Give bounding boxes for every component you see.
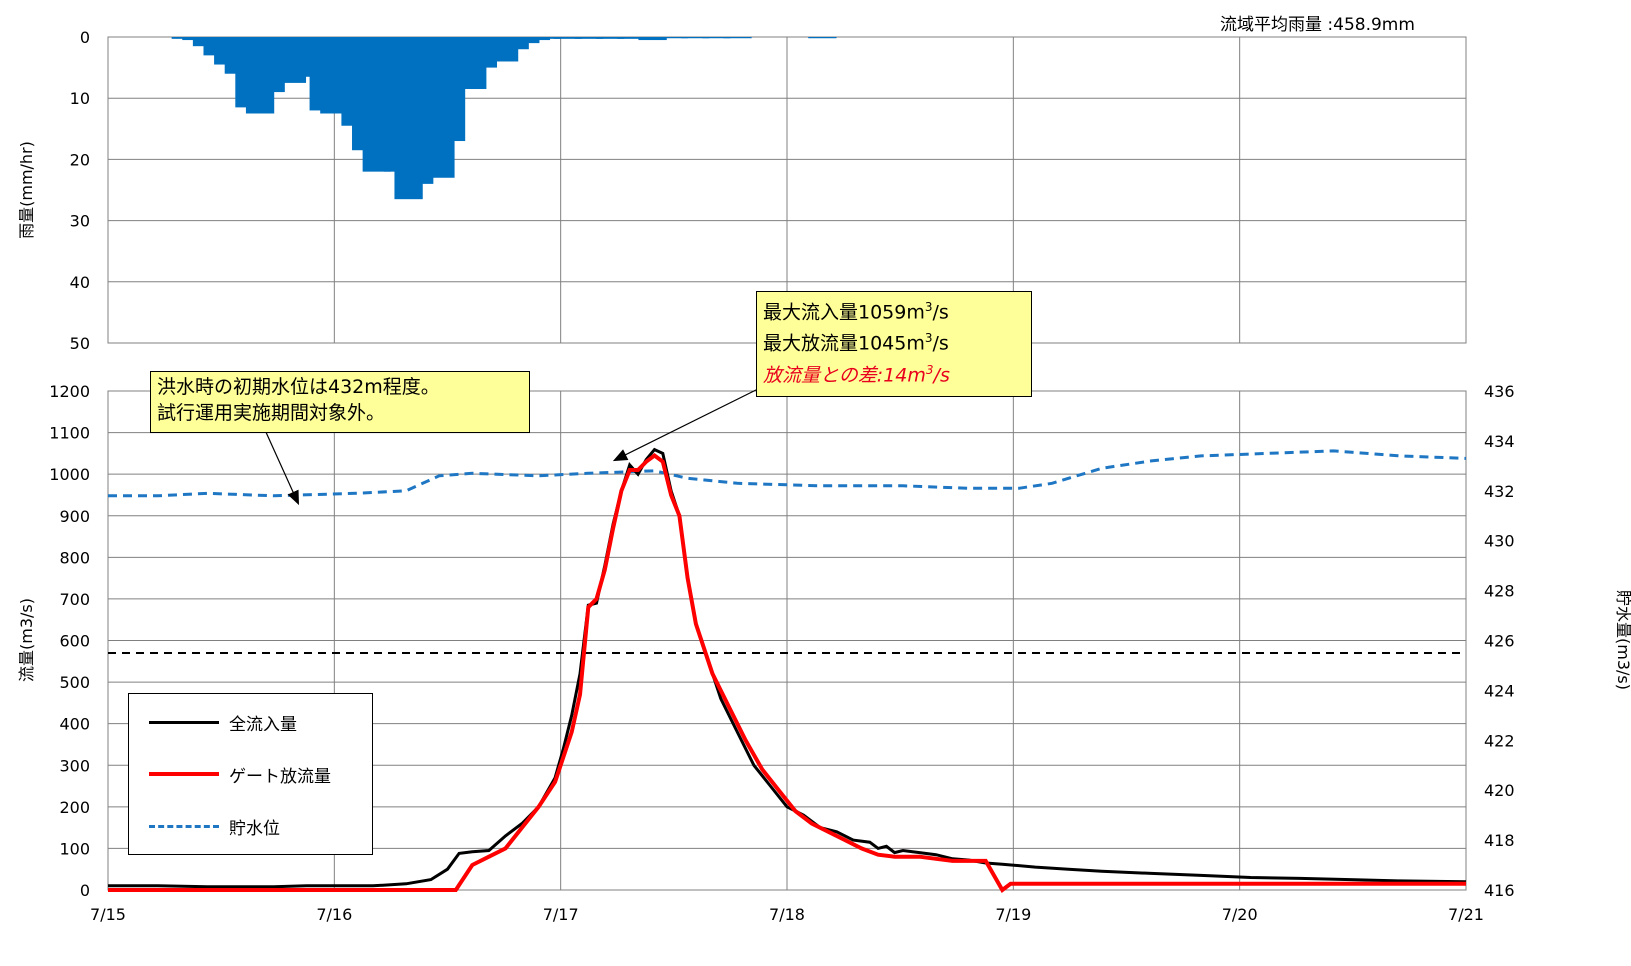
- rain-bar: [553, 37, 582, 39]
- peak-note-line1: 最大流入量1059m3/s: [763, 300, 949, 324]
- storage-tick-label: 428: [1484, 582, 1515, 601]
- rain-tick-label: 30: [70, 212, 90, 231]
- x-tick-label: 7/17: [543, 905, 579, 924]
- flow-tick-label: 700: [59, 590, 90, 609]
- legend-label-outflow: ゲート放流量: [229, 766, 331, 787]
- flow-tick-label: 1200: [49, 382, 90, 401]
- storage-axis-title: 貯水量(m3/s): [1614, 590, 1631, 690]
- rain-tick-label: 0: [80, 28, 90, 47]
- x-tick-label: 7/15: [90, 905, 126, 924]
- rain-bar: [574, 37, 604, 39]
- rain-bar: [680, 37, 710, 39]
- x-tick-label: 7/20: [1222, 905, 1258, 924]
- rain-total-label: 流域平均雨量 :458.9mm: [1220, 15, 1415, 35]
- rain-bar: [596, 37, 625, 39]
- flow-tick-label: 1000: [49, 465, 90, 484]
- rain-bar: [702, 37, 731, 39]
- flow-tick-label: 200: [59, 798, 90, 817]
- flow-tick-label: 600: [59, 632, 90, 651]
- rain-bar: [638, 37, 667, 41]
- rain-bar: [532, 37, 561, 39]
- flow-tick-label: 800: [59, 548, 90, 567]
- rain-tick-label: 20: [70, 150, 90, 169]
- rain-bar: [808, 37, 837, 39]
- flow-tick-label: 100: [59, 839, 90, 858]
- flow-tick-label: 300: [59, 756, 90, 775]
- flow-tick-label: 900: [59, 507, 90, 526]
- x-tick-label: 7/19: [995, 905, 1031, 924]
- storage-tick-label: 420: [1484, 781, 1515, 800]
- storage-tick-label: 436: [1484, 382, 1515, 401]
- legend: 全流入量 ゲート放流量 貯水位: [128, 693, 373, 855]
- peak-note-line3: 放流量との差:14m3/s: [763, 362, 950, 386]
- rain-axis-title: 雨量(mm/hr): [17, 141, 36, 239]
- flow-axis-title: 流量(m3/s): [17, 598, 36, 682]
- legend-item-outflow: ゲート放流量: [149, 759, 331, 789]
- rain-bar: [723, 37, 752, 39]
- peak-note: 最大流入量1059m3/s 最大放流量1045m3/s 放流量との差:14m3/…: [756, 291, 1032, 397]
- rain-tick-label: 10: [70, 89, 90, 108]
- rain-bar: [659, 37, 688, 39]
- x-tick-label: 7/21: [1448, 905, 1484, 924]
- storage-tick-label: 432: [1484, 482, 1515, 501]
- initial-level-note-line2: 試行運用実施期間対象外。: [157, 402, 386, 424]
- legend-swatch-level: [149, 824, 219, 828]
- callout-arrow-peak: [612, 387, 761, 462]
- rain-bar: [617, 37, 646, 39]
- flow-tick-label: 400: [59, 715, 90, 734]
- storage-tick-label: 430: [1484, 532, 1515, 551]
- series-line-level: [108, 449, 1467, 498]
- peak-note-line2: 最大放流量1045m3/s: [763, 331, 949, 355]
- legend-item-inflow: 全流入量: [149, 707, 297, 737]
- legend-swatch-inflow: [149, 720, 219, 724]
- initial-level-note-line1: 洪水時の初期水位は432m程度。: [157, 376, 440, 398]
- rain-tick-label: 50: [70, 334, 90, 353]
- storage-tick-label: 426: [1484, 632, 1515, 651]
- legend-swatch-outflow: [149, 772, 219, 776]
- flow-tick-label: 500: [59, 673, 90, 692]
- callout-arrow-initial-level: [264, 429, 299, 506]
- series-line-outflow: [108, 453, 1466, 893]
- x-tick-label: 7/16: [316, 905, 352, 924]
- storage-tick-label: 434: [1484, 432, 1515, 451]
- storage-tick-label: 422: [1484, 731, 1515, 750]
- flow-tick-label: 1100: [49, 424, 90, 443]
- storage-tick-label: 416: [1484, 881, 1515, 900]
- legend-label-level: 貯水位: [229, 818, 280, 839]
- legend-item-level: 貯水位: [149, 811, 280, 841]
- storage-tick-label: 418: [1484, 831, 1515, 850]
- legend-label-inflow: 全流入量: [229, 714, 297, 735]
- storage-tick-label: 424: [1484, 681, 1515, 700]
- x-tick-label: 7/18: [769, 905, 805, 924]
- flow-tick-label: 0: [80, 881, 90, 900]
- initial-level-note: 洪水時の初期水位は432m程度。 試行運用実施期間対象外。: [150, 371, 530, 433]
- rain-tick-label: 40: [70, 273, 90, 292]
